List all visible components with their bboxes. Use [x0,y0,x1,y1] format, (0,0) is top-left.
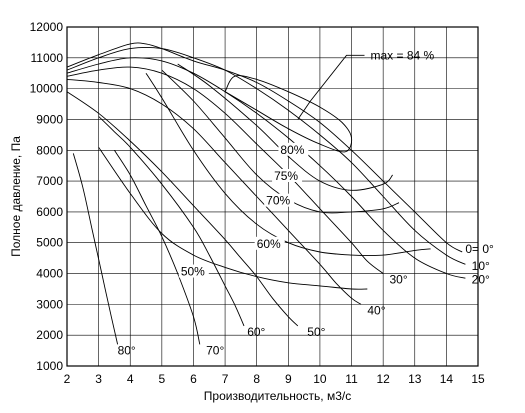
max-leader-line [297,54,365,120]
efficiency-label: 75% [274,169,298,183]
y-tick-label: 1000 [36,359,63,373]
y-axis-label: Полное давление, Па [9,136,23,257]
x-tick-label: 13 [408,372,422,386]
efficiency-contour-60pct [145,72,431,256]
y-tick-label: 2000 [36,328,63,342]
x-tick-label: 2 [64,372,71,386]
x-tick-labels: 2 3 4 5 6 7 8 9 10 11 12 13 14 15 [64,372,485,386]
series-label: 50° [307,325,325,339]
label-background [272,169,303,183]
x-tick-label: 6 [190,372,197,386]
y-tick-labels: 1000 2000 3000 4000 5000 6000 7000 8000 9000 1000… [30,20,64,373]
y-tick-label: 7000 [36,174,63,188]
series-label: 10° [472,259,490,273]
label-background [178,264,209,278]
series-line-10deg [66,46,466,265]
series-label: 60° [247,325,265,339]
efficiency-label: 70% [266,194,290,208]
annotations: max = 84 % [297,48,435,120]
x-tick-label: 14 [440,372,454,386]
series-label: 0= 0° [465,242,494,256]
series-line-60deg [98,116,245,327]
label-background [264,193,295,207]
series-line-70deg [114,150,201,345]
x-tick-label: 10 [313,372,327,386]
series-line-20deg [66,57,466,279]
efficiency-label: 50% [181,265,205,279]
series-label: 80° [118,344,136,358]
series-line-40deg [66,78,362,305]
efficiency-contours [98,63,431,290]
efficiency-label: 80% [280,143,304,157]
x-tick-label: 4 [127,372,134,386]
x-axis-label: Производительность, м3/с [204,389,351,403]
series-label: 30° [389,273,407,287]
y-tick-label: 8000 [36,143,63,157]
series-curves [66,42,466,345]
efficiency-contour-75pct [177,63,393,191]
y-tick-label: 5000 [36,236,63,250]
efficiency-label: 60% [257,237,281,251]
y-tick-label: 10000 [30,82,64,96]
series-label: 70° [206,344,224,358]
y-tick-label: 4000 [36,267,63,281]
x-tick-label: 5 [159,372,166,386]
x-tick-label: 11 [345,372,358,386]
plot-frame [66,26,479,367]
curve-labels: 0= 0° 10°20° 30° 40° 50° 60° 70° 80° 80% 75% 70% 60… [118,142,494,358]
y-tick-label: 6000 [36,205,63,219]
series-line-0deg [66,42,463,253]
y-tick-label: 12000 [30,20,64,34]
y-tick-label: 11000 [31,51,64,65]
efficiency-contour-80pct [224,75,353,153]
label-background [278,142,309,156]
series-line-30deg [66,66,384,274]
x-tick-label: 9 [285,372,292,386]
series-label: 40° [367,304,385,318]
series-line-80deg [72,153,119,345]
series-line-50deg [66,91,299,327]
max-efficiency-annotation: max = 84 % [371,48,435,62]
y-tick-label: 3000 [36,297,63,311]
x-tick-label: 7 [222,372,229,386]
x-tick-label: 15 [471,372,485,386]
efficiency-contour-50pct [98,146,368,290]
y-tick-label: 9000 [36,112,63,126]
series-label: 20° [472,273,490,287]
x-tick-label: 8 [253,372,260,386]
x-tick-label: 3 [95,372,102,386]
label-background [254,236,285,250]
x-tick-label: 12 [376,372,390,386]
